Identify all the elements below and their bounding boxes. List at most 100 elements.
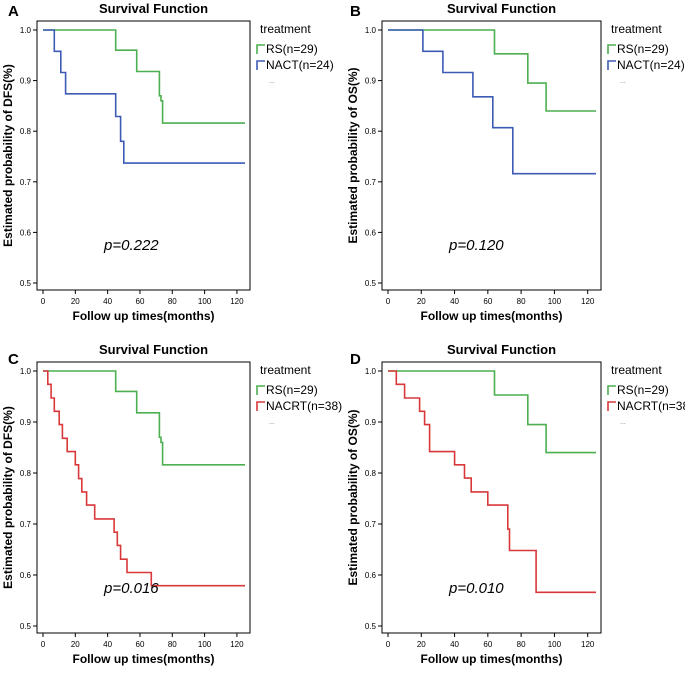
y-axis-label: Estimated probability of DFS(%) — [1, 406, 15, 589]
x-tick-label: 60 — [136, 297, 145, 306]
y-tick-label: 0.6 — [20, 228, 32, 237]
x-tick-label: 40 — [103, 640, 112, 649]
panel-d: D Survival Function 0.5 0.6 0.7 0.8 0.9 1.0 0 20 4… — [346, 342, 685, 666]
legend-title: treatment — [260, 22, 311, 36]
x-tick-label: 120 — [581, 297, 595, 306]
x-axis-label: Follow up times(months) — [421, 652, 563, 666]
legend-swatch — [607, 385, 616, 395]
y-tick-label: 1.0 — [20, 26, 32, 35]
chart-title: Survival Function — [447, 342, 556, 357]
x-tick-label: 100 — [198, 297, 212, 306]
x-axis-label: Follow up times(months) — [421, 309, 563, 323]
x-tick-label: 60 — [483, 297, 492, 306]
series-line-1 — [388, 370, 596, 454]
panel-label: B — [350, 3, 361, 20]
y-tick-label: 0.7 — [365, 178, 377, 187]
y-tick-label: 0.5 — [20, 279, 32, 288]
legend-entry: RS(n=29) — [266, 383, 318, 397]
y-axis-label: Estimated probability of OS(%) — [346, 409, 360, 585]
y-tick-label: 0.9 — [365, 418, 377, 427]
legend: treatment RS(n=29) NACT(n=24)... — [607, 22, 685, 85]
x-tick-label: 100 — [548, 297, 562, 306]
x-tick-label: 120 — [581, 640, 595, 649]
chart-title: Survival Function — [447, 1, 556, 16]
x-tick-label: 120 — [230, 640, 244, 649]
plot-frame — [381, 361, 602, 634]
y-tick-label: 0.8 — [365, 469, 377, 478]
x-tick-label: 100 — [548, 640, 562, 649]
y-axis-label: Estimated probability of OS(%) — [346, 67, 360, 243]
x-tick-label: 120 — [230, 297, 244, 306]
panel-b: B Survival Function 0.5 0.6 0.7 0.8 0.9 1.0 0 20 4… — [346, 1, 685, 323]
legend-more: ... — [620, 78, 626, 85]
legend-entry: NACRT(n=38) — [266, 399, 342, 413]
series-line-1 — [43, 370, 245, 466]
x-tick-label: 20 — [71, 297, 80, 306]
p-value-annotation: p=0.016 — [103, 580, 159, 597]
legend-title: treatment — [260, 363, 311, 377]
y-tick-label: 0.6 — [365, 571, 377, 580]
legend-entry: RS(n=29) — [266, 42, 318, 56]
y-tick-label: 0.5 — [365, 279, 377, 288]
p-value-annotation: p=0.120 — [448, 237, 504, 254]
panel-label: D — [350, 351, 361, 368]
legend-title: treatment — [611, 363, 662, 377]
x-tick-label: 60 — [483, 640, 492, 649]
legend-more: ... — [620, 419, 626, 426]
legend-entry: RS(n=29) — [617, 42, 669, 56]
y-tick-label: 0.8 — [365, 127, 377, 136]
x-tick-label: 80 — [168, 640, 177, 649]
series-line-1 — [388, 29, 596, 112]
legend-swatch — [607, 60, 616, 70]
legend-swatch — [607, 44, 616, 54]
x-tick-label: 20 — [71, 640, 80, 649]
plot-frame — [381, 20, 602, 291]
y-tick-label: 0.5 — [20, 622, 32, 631]
y-tick-label: 0.7 — [20, 178, 32, 187]
x-tick-label: 100 — [198, 640, 212, 649]
y-tick-label: 1.0 — [20, 367, 32, 376]
legend: treatment RS(n=29) NACRT(n=38)... — [256, 363, 342, 426]
legend-entry: NACT(n=24) — [266, 58, 334, 72]
y-tick-label: 0.6 — [365, 228, 377, 237]
panel-label: C — [8, 351, 19, 368]
x-tick-label: 60 — [136, 640, 145, 649]
legend: treatment RS(n=29) NACT(n=24)... — [256, 22, 334, 85]
legend-entry: RS(n=29) — [617, 383, 669, 397]
legend-swatch — [256, 44, 265, 54]
series-line-2 — [43, 370, 245, 587]
x-tick-label: 40 — [450, 640, 459, 649]
panel-c: C Survival Function 0.5 0.6 0.7 0.8 0.9 1.0 0 20 4… — [1, 342, 342, 666]
legend-more: ... — [269, 78, 275, 85]
y-tick-label: 0.7 — [365, 520, 377, 529]
legend-entry: NACRT(n=38) — [617, 399, 685, 413]
x-tick-label: 80 — [517, 640, 526, 649]
legend-swatch — [256, 401, 265, 411]
x-tick-label: 40 — [103, 297, 112, 306]
p-value-annotation: p=0.010 — [448, 580, 504, 597]
x-tick-label: 40 — [450, 297, 459, 306]
y-tick-label: 0.9 — [20, 418, 32, 427]
y-tick-label: 0.8 — [20, 469, 32, 478]
legend-swatch — [256, 385, 265, 395]
legend-swatch — [256, 60, 265, 70]
y-tick-label: 0.6 — [20, 571, 32, 580]
y-tick-label: 1.0 — [365, 367, 377, 376]
legend-entry: NACT(n=24) — [617, 58, 685, 72]
y-tick-label: 0.7 — [20, 520, 32, 529]
x-tick-label: 20 — [417, 640, 426, 649]
series-line-2 — [388, 370, 596, 594]
legend: treatment RS(n=29) NACRT(n=38)... — [607, 363, 685, 426]
p-value-annotation: p=0.222 — [103, 237, 159, 254]
series-line-2 — [388, 29, 596, 175]
y-tick-label: 0.8 — [20, 127, 32, 136]
y-axis-label: Estimated probability of DFS(%) — [1, 64, 15, 247]
x-tick-label: 0 — [41, 640, 46, 649]
y-tick-label: 0.5 — [365, 622, 377, 631]
chart-title: Survival Function — [99, 342, 208, 357]
series-line-2 — [43, 29, 245, 164]
plot-frame — [36, 20, 251, 291]
x-tick-label: 20 — [417, 297, 426, 306]
series-line-1 — [43, 29, 245, 124]
